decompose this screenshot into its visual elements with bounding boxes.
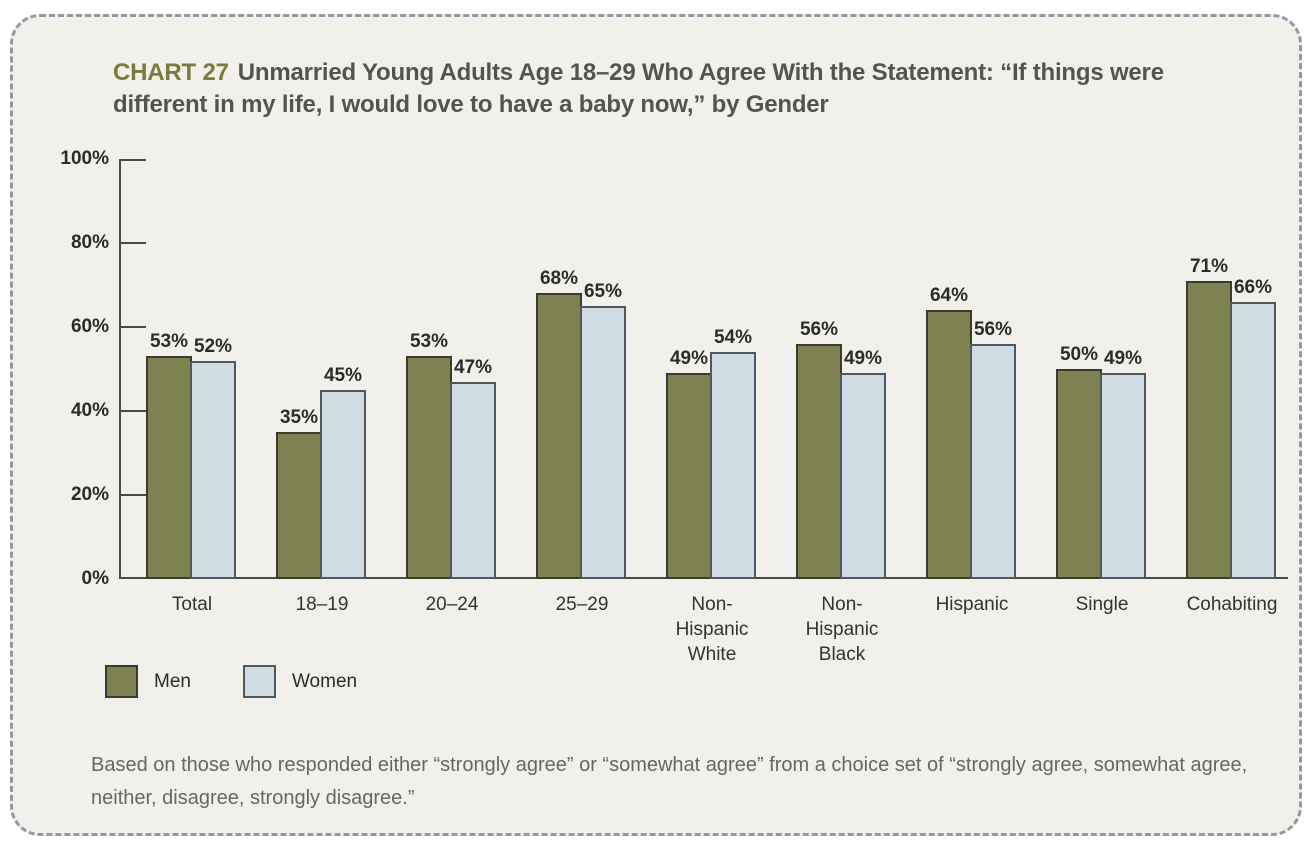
bar-men: 53% — [146, 331, 192, 579]
bar-value-label: 54% — [713, 327, 753, 349]
legend: Men Women — [105, 665, 357, 698]
bar-women: 54% — [710, 327, 756, 579]
bar-group: 64% 56% Hispanic — [926, 285, 1018, 615]
bar-men: 56% — [796, 319, 842, 579]
bar-men: 49% — [666, 348, 712, 579]
chart-panel: CHART 27 Unmarried Young Adults Age 18–29… — [10, 14, 1302, 836]
y-axis-line — [119, 159, 121, 579]
bar-value-label: 35% — [279, 407, 319, 428]
bar-group: 71% 66% Cohabiting — [1186, 256, 1278, 615]
y-tick-mark — [119, 494, 146, 496]
bar-value-label: 45% — [323, 365, 363, 386]
bar-value-label: 56% — [973, 318, 1013, 340]
bar-value-label: 66% — [1233, 276, 1273, 298]
bar-women: 52% — [190, 336, 236, 579]
category-label: 25–29 — [555, 594, 609, 615]
bar-value-label: 47% — [453, 356, 493, 378]
bar-men: 64% — [926, 285, 972, 579]
chart-title-text: Unmarried Young Adults Age 18–29 Who Agr… — [113, 59, 1164, 118]
category-label: Total — [171, 594, 213, 615]
bar-women: 49% — [1100, 348, 1146, 579]
bar-women: 65% — [580, 281, 626, 579]
bars-container: 53% 52% Total 35% 45% 18–19 53% 47% 20–24 68% 65% 2… — [146, 159, 1278, 665]
bar-value-label: 64% — [929, 285, 969, 307]
bar-group: 49% 54% Non- Hispanic White — [666, 327, 758, 665]
y-tick-mark — [119, 159, 146, 161]
bar-group: 53% 47% 20–24 — [406, 331, 498, 615]
bar-value-label: 49% — [669, 348, 709, 370]
category-label: 18–19 — [295, 594, 349, 615]
bar-women: 66% — [1230, 277, 1276, 579]
bar-value-label: 71% — [1189, 255, 1229, 277]
y-tick-label: 40% — [70, 400, 109, 421]
bar-value-label: 56% — [799, 318, 839, 340]
y-tick-label: 0% — [81, 568, 109, 589]
bar-group: 68% 65% 25–29 — [536, 268, 628, 615]
bar-women: 47% — [450, 357, 496, 579]
legend-label: Women — [291, 670, 358, 692]
y-tick-mark — [119, 410, 146, 412]
bar-value-label: 49% — [843, 348, 883, 370]
y-tick-label: 80% — [70, 232, 109, 253]
bar-women: 49% — [840, 348, 886, 579]
bar-men: 53% — [406, 331, 452, 579]
legend-label: Men — [154, 670, 191, 692]
category-label: Hispanic — [935, 594, 1009, 615]
category-label: Cohabiting — [1186, 594, 1278, 615]
bar-group: 50% 49% Single — [1056, 344, 1148, 615]
legend-item-men: Men — [105, 665, 191, 698]
category-label: Non- Hispanic Black — [805, 594, 879, 665]
legend-item-women: Women — [242, 665, 358, 698]
category-label: Single — [1075, 594, 1129, 615]
bar-women: 56% — [970, 319, 1016, 579]
chart-title: CHART 27 Unmarried Young Adults Age 18–29… — [113, 57, 1231, 121]
category-label: 20–24 — [425, 594, 479, 615]
y-tick-label: 60% — [70, 316, 109, 337]
bar-value-label: 52% — [193, 335, 233, 357]
bar-group: 35% 45% 18–19 — [276, 365, 368, 615]
y-tick-label: 100% — [60, 148, 109, 169]
legend-swatch-women — [242, 665, 276, 698]
bar-value-label: 53% — [149, 331, 189, 353]
footnote: Based on those who responded either “str… — [91, 754, 1248, 809]
bar-men: 50% — [1056, 344, 1102, 579]
bar-value-label: 50% — [1059, 344, 1099, 365]
bar-value-label: 53% — [409, 331, 449, 353]
bar-group: 56% 49% Non- Hispanic Black — [796, 319, 888, 665]
bar-value-label: 65% — [583, 281, 623, 302]
bar-men: 35% — [276, 407, 322, 579]
y-tick-mark — [119, 326, 146, 328]
y-tick-label: 20% — [70, 484, 109, 505]
bar-women: 45% — [320, 365, 366, 579]
bar-value-label: 49% — [1103, 348, 1143, 370]
legend-swatch-men — [105, 665, 138, 698]
bar-chart: 53% 52% Total 35% 45% 18–19 53% 47% 20–24 68% 65% 2… — [60, 148, 1288, 665]
chart-number: CHART 27 — [113, 59, 229, 86]
y-tick-mark — [119, 242, 146, 244]
bar-men: 68% — [536, 268, 582, 579]
bar-group: 53% 52% Total — [146, 331, 238, 615]
category-label: Non- Hispanic White — [675, 594, 749, 665]
bar-value-label: 68% — [539, 268, 579, 290]
bar-men: 71% — [1186, 256, 1232, 579]
